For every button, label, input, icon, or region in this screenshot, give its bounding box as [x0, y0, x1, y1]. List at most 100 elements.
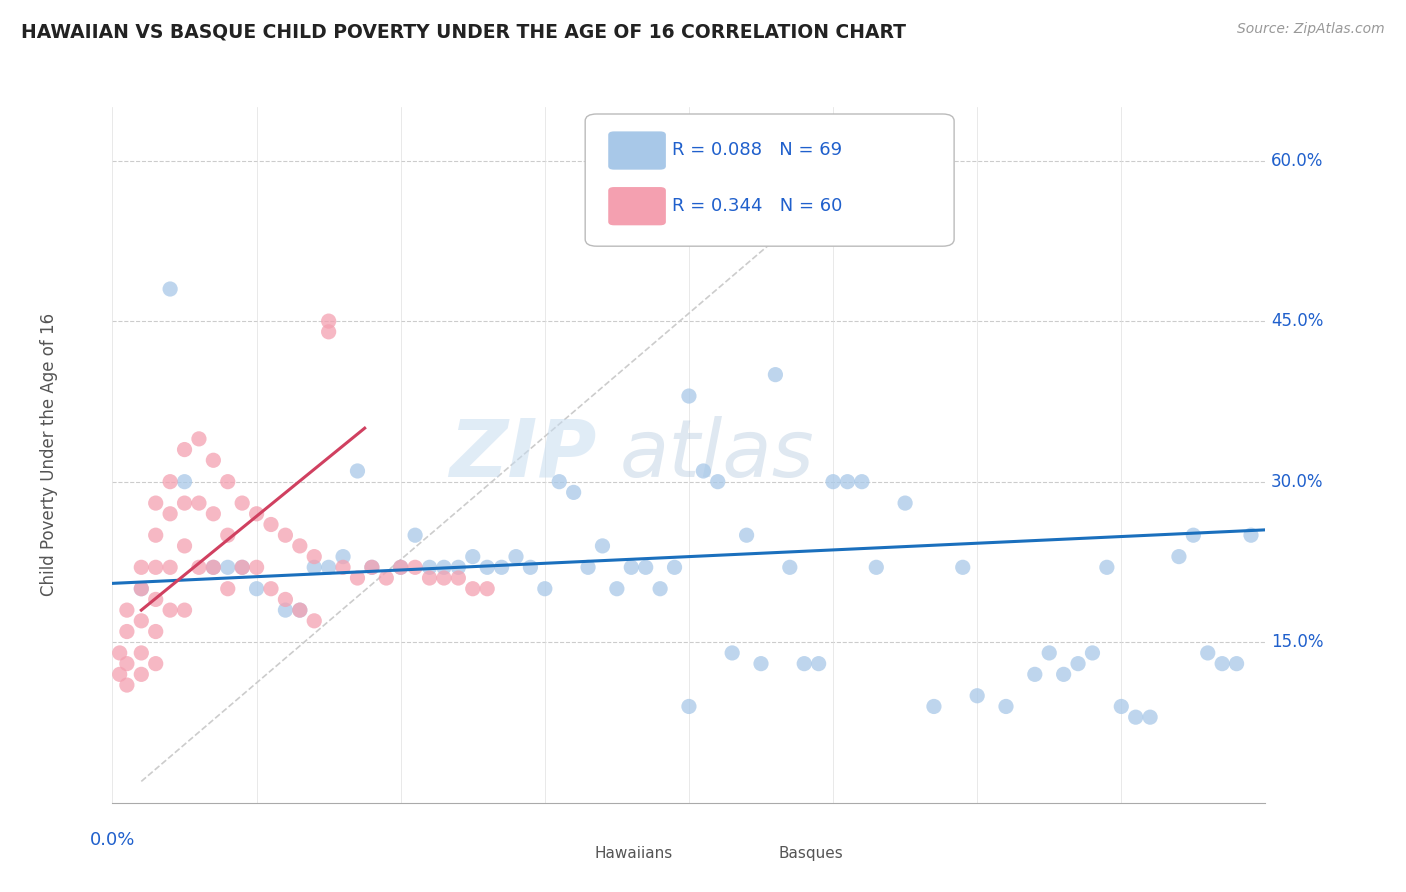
Point	[115, 603, 138, 617]
Point	[202, 507, 225, 521]
Point	[202, 453, 225, 467]
Point	[360, 560, 382, 574]
Point	[173, 442, 195, 457]
Point	[173, 496, 195, 510]
Point	[1139, 710, 1161, 724]
Point	[634, 560, 657, 574]
Point	[1111, 699, 1133, 714]
Point	[491, 560, 513, 574]
Point	[159, 603, 181, 617]
Point	[678, 699, 700, 714]
Point	[475, 560, 498, 574]
Point	[721, 646, 744, 660]
Point	[1125, 710, 1147, 724]
Point	[304, 549, 326, 564]
Point	[115, 624, 138, 639]
Point	[461, 549, 484, 564]
Text: atlas: atlas	[620, 416, 814, 494]
Point	[202, 560, 225, 574]
Point	[648, 582, 672, 596]
Point	[1038, 646, 1060, 660]
Point	[865, 560, 887, 574]
Point	[475, 582, 498, 596]
Point	[779, 560, 801, 574]
Point	[807, 657, 830, 671]
Text: 15.0%: 15.0%	[1271, 633, 1323, 651]
FancyBboxPatch shape	[609, 131, 666, 169]
Point	[260, 517, 283, 532]
Point	[288, 539, 311, 553]
Point	[231, 496, 253, 510]
Point	[735, 528, 758, 542]
Point	[562, 485, 585, 500]
Point	[304, 614, 326, 628]
Point	[419, 560, 441, 574]
Point	[346, 571, 368, 585]
Point	[548, 475, 571, 489]
FancyBboxPatch shape	[548, 842, 588, 865]
Point	[1067, 657, 1090, 671]
Point	[793, 657, 815, 671]
Point	[173, 475, 195, 489]
Point	[1182, 528, 1205, 542]
Point	[664, 560, 686, 574]
Point	[318, 560, 340, 574]
Point	[231, 560, 253, 574]
Point	[145, 496, 167, 510]
Point	[706, 475, 728, 489]
Point	[620, 560, 643, 574]
Point	[851, 475, 873, 489]
Point	[678, 389, 700, 403]
Point	[318, 325, 340, 339]
Text: Child Poverty Under the Age of 16: Child Poverty Under the Age of 16	[39, 313, 58, 597]
Point	[188, 496, 211, 510]
Point	[145, 528, 167, 542]
Point	[1226, 657, 1249, 671]
Point	[173, 539, 195, 553]
Point	[433, 571, 456, 585]
Text: R = 0.088   N = 69: R = 0.088 N = 69	[672, 141, 842, 159]
Point	[231, 560, 253, 574]
FancyBboxPatch shape	[585, 114, 955, 246]
Point	[419, 571, 441, 585]
Point	[1081, 646, 1104, 660]
Point	[274, 528, 297, 542]
Point	[533, 582, 555, 596]
Point	[433, 560, 456, 574]
Point	[159, 507, 181, 521]
Point	[821, 475, 844, 489]
Point	[1167, 549, 1189, 564]
Point	[245, 560, 267, 574]
Text: Basques: Basques	[779, 847, 844, 861]
Point	[966, 689, 988, 703]
Point	[404, 560, 426, 574]
Point	[145, 624, 167, 639]
Point	[375, 571, 398, 585]
Point	[1052, 667, 1074, 681]
Point	[274, 592, 297, 607]
Point	[894, 496, 917, 510]
Point	[145, 560, 167, 574]
Point	[346, 464, 368, 478]
Point	[332, 549, 354, 564]
Text: 0.0%: 0.0%	[90, 830, 135, 848]
Point	[274, 603, 297, 617]
Point	[129, 646, 153, 660]
Point	[129, 560, 153, 574]
Point	[245, 582, 267, 596]
Point	[389, 560, 412, 574]
Point	[288, 603, 311, 617]
Point	[995, 699, 1018, 714]
Point	[592, 539, 614, 553]
Point	[217, 560, 239, 574]
Point	[1211, 657, 1233, 671]
Point	[159, 560, 181, 574]
Text: 45.0%: 45.0%	[1271, 312, 1323, 330]
Point	[217, 475, 239, 489]
Point	[678, 196, 700, 211]
Text: HAWAIIAN VS BASQUE CHILD POVERTY UNDER THE AGE OF 16 CORRELATION CHART: HAWAIIAN VS BASQUE CHILD POVERTY UNDER T…	[21, 22, 905, 41]
Point	[188, 560, 211, 574]
Point	[217, 582, 239, 596]
Point	[1197, 646, 1219, 660]
Point	[749, 657, 772, 671]
